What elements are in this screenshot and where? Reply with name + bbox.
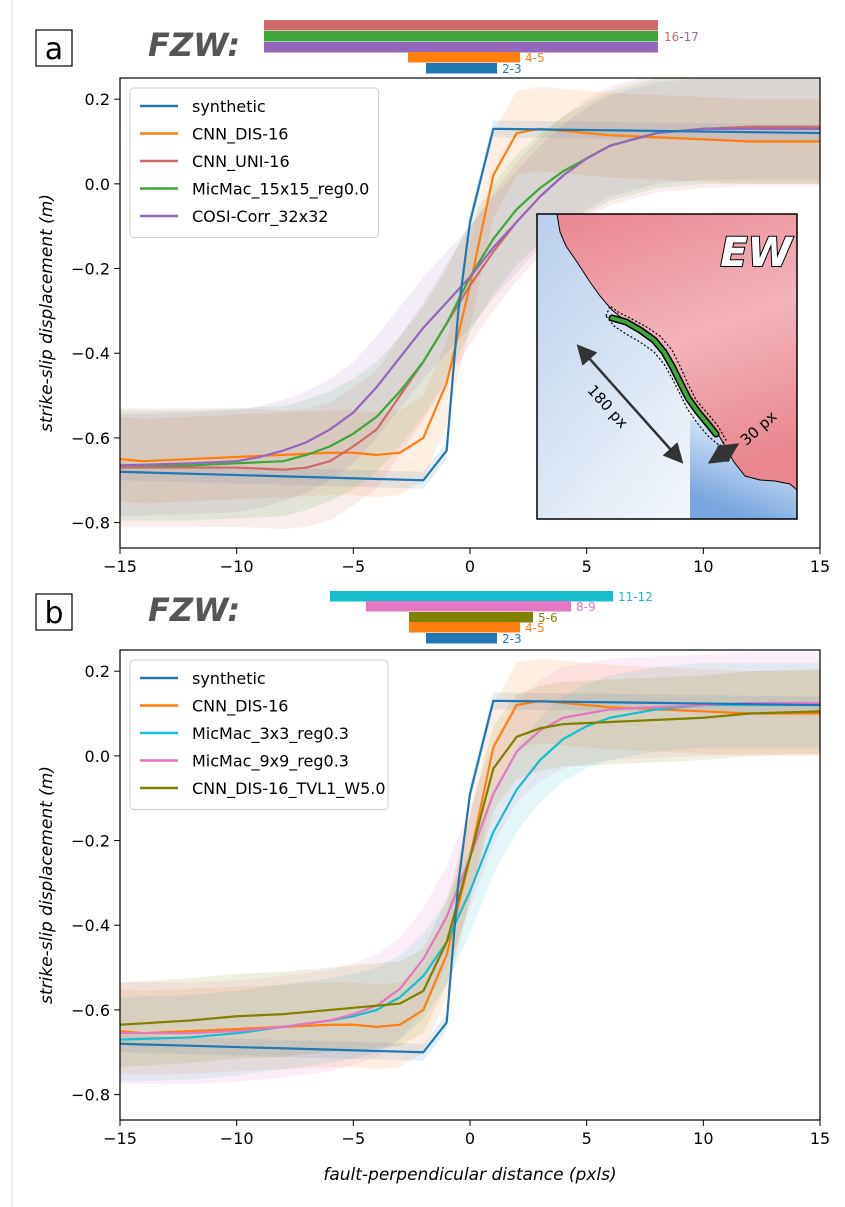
plot-area [120,652,820,1085]
uncertainty-band [120,658,820,1076]
legend-entry: CNN_UNI-16 [192,152,290,172]
legend-entry: MicMac_15x15_reg0.0 [192,180,369,200]
x-tick-label: −15 [103,557,137,576]
fzw-bar [264,42,658,53]
x-tick-label: −15 [103,1129,137,1148]
x-tick-label: −5 [342,557,366,576]
uncertainty-band [120,86,820,504]
fzw-bar [264,31,658,42]
panel-b-plot: −15 −10 −5 0 5 10 15 0.2 0.0 −0.2 −0.4 −0.6 −0.8 stri… [37,649,830,1185]
uncertainty-band [120,78,820,529]
uncertainty-band [120,652,820,1085]
x-tick-label: 0 [465,557,475,576]
series-line [120,710,820,1026]
fzw-top-label-part: 16 [664,30,679,44]
panel-a-fzw-title: FZW: [148,26,240,64]
fzw-bar-label: 11-12 [618,590,653,604]
legend: synthetic CNN_DIS-16 MicMac_3x3_reg0.3 MicM… [129,659,389,810]
y-tick-label: −0.2 [71,832,110,851]
x-tick-label: −5 [342,1129,366,1148]
x-tick-label: 5 [582,1129,592,1148]
fzw-bar-label: 4-5 [525,51,545,65]
panel-a-plot: −15 −10 −5 0 5 10 15 0.2 0.0 −0.2 −0.4 −0.6 −0.8 stri… [37,77,830,576]
y-axis-label: strike-slip displacement (m) [37,766,57,1004]
plot-area [120,78,820,529]
y-tick-label: 0.2 [85,662,110,681]
x-tick-label: 10 [693,557,713,576]
uncertainty-band [120,662,820,1082]
legend-entry: synthetic [192,669,266,688]
y-tick-label: −0.6 [71,1001,110,1020]
legend-box [129,659,389,810]
x-axis-label: fault-perpendicular distance (pxls) [323,1165,616,1185]
y-tick-label: 0.0 [85,175,110,194]
legend-box [129,87,380,238]
x-tick-label: 15 [810,557,830,576]
inset-width-arrow [707,443,740,464]
fzw-bar [330,591,613,602]
panel-b-fzw-title: FZW: [148,591,240,629]
uncertainty-band [120,669,820,1068]
panel-b-box [35,593,73,631]
uncertainty-band [120,78,820,517]
y-tick-label: 0.0 [85,747,110,766]
fzw-bar-label: 2-3 [502,62,522,76]
uncertainty-band [120,78,820,521]
legend-entry: MicMac_3x3_reg0.3 [192,724,349,744]
fzw-bar [366,601,571,612]
panel-a-box [35,29,73,67]
legend-entry: CNN_DIS-16 [192,697,288,717]
legend-entry: CNN_DIS-16 [192,125,288,145]
legend: synthetic CNN_DIS-16 CNN_UNI-16 MicMac_15x1… [129,87,380,238]
legend-entry: MicMac_9x9_reg0.3 [192,752,349,772]
legend-entry: synthetic [192,97,266,116]
y-tick-label: −0.2 [71,260,110,279]
fzw-bar [409,622,520,633]
fzw-bar [426,633,497,644]
x-tick-label: 10 [693,1129,713,1148]
fzw-bar [264,20,658,31]
y-tick-label: −0.6 [71,429,110,448]
series-line [120,699,820,1054]
x-tick-label: 0 [465,1129,475,1148]
fzw-top-label-part: - [679,30,683,44]
fzw-bar [409,612,533,623]
y-tick-label: −0.4 [71,344,110,363]
y-axis-label: strike-slip displacement (m) [37,194,57,432]
fzw-top-label: 16-17 [664,30,699,44]
series-line [120,127,820,482]
y-tick-label: −0.8 [71,514,110,533]
fzw-bar-label: 2-3 [502,632,522,646]
panel-a-fzw-bars: 4-52-3 16-17 [264,20,699,76]
fzw-bar-label: 8-9 [576,600,596,614]
x-tick-label: 15 [810,1129,830,1148]
fzw-top-label-part: 17 [684,30,699,44]
panel-a-label: a [45,32,63,67]
panel-b-fzw-bars: 11-12 8-9 5-64-52-3 [330,590,653,646]
fzw-bar [426,63,497,74]
series-line [120,127,820,467]
inset-map: 180 px 30 px EW [536,213,798,520]
legend-entry: COSI-Corr_32x32 [192,207,328,227]
fzw-bar [408,52,520,63]
inset-length-arrow [576,344,684,464]
y-tick-label: −0.8 [71,1086,110,1105]
fzw-bar-label: 5-6 [538,611,558,625]
y-tick-label: 0.2 [85,90,110,109]
inset-frame [536,213,798,520]
x-tick-label: −10 [220,1129,254,1148]
legend-entry: CNN_DIS-16_TVL1_W5.0 [192,779,386,799]
y-tick-label: −0.4 [71,916,110,935]
x-tick-label: −10 [220,557,254,576]
fzw-bar-label: 4-5 [525,621,545,635]
inset-title: EW [720,230,793,276]
panel-b-label: b [44,596,63,631]
x-tick-label: 5 [582,557,592,576]
